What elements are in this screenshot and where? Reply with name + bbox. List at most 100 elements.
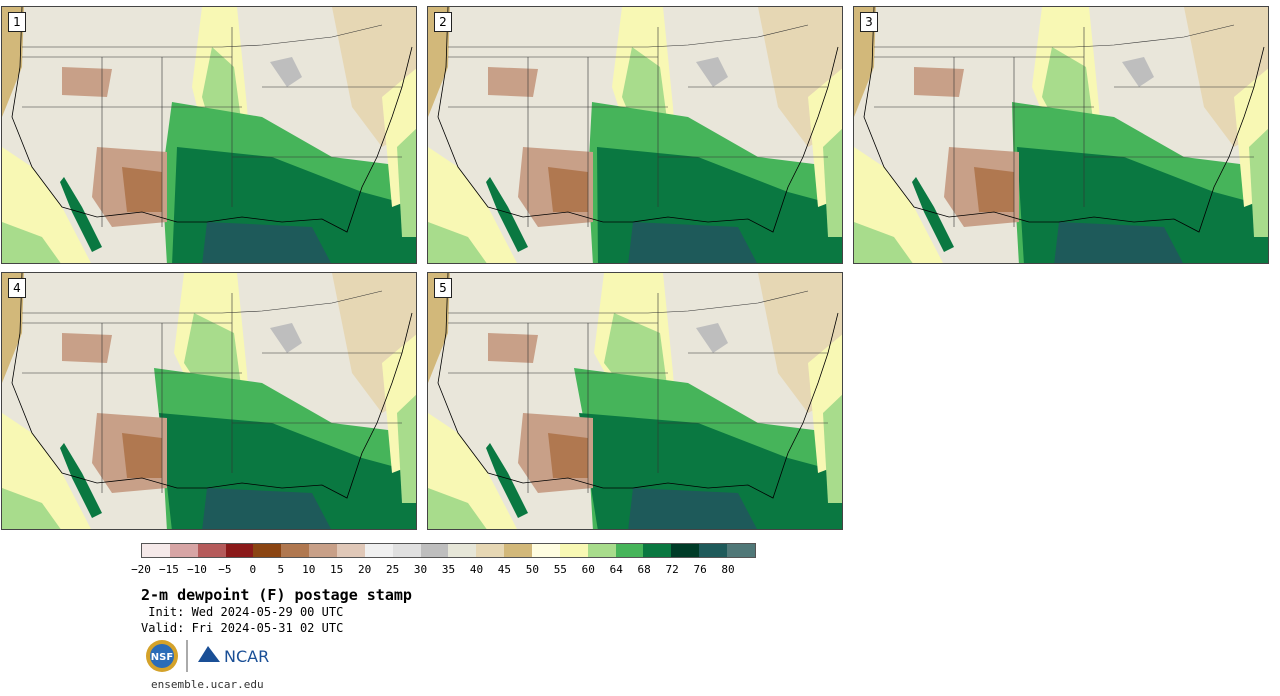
colorbar-tick: 40 — [469, 563, 484, 576]
colorbar-segment — [504, 544, 533, 557]
panel-number-label: 1 — [8, 12, 26, 32]
gulf-of-mexico — [1054, 222, 1183, 263]
colorbar-segment — [476, 544, 505, 557]
great-basin-dry-area — [62, 67, 112, 97]
pacific-coast-area — [428, 488, 487, 529]
colorbar-tick: 45 — [497, 563, 512, 576]
colorbar-tick: 64 — [609, 563, 623, 576]
dewpoint-map — [428, 7, 842, 263]
great-lakes-area — [270, 57, 302, 87]
map-panel-1[interactable]: 1 — [1, 6, 417, 264]
baja-moist-area — [60, 443, 102, 518]
logo-graphic: NSF NCAR — [146, 640, 269, 672]
colorbar-tick: 30 — [413, 563, 428, 576]
state-borders — [874, 24, 1254, 227]
northwest-tan-area — [2, 273, 24, 383]
colorbar-tick: 35 — [441, 563, 456, 576]
state-borders — [22, 24, 402, 227]
nsf-ncar-logos: NSF NCAR — [144, 638, 274, 674]
dewpoint-map — [2, 7, 416, 263]
great-basin-dry-area — [62, 333, 112, 363]
baja-moist-area — [486, 443, 528, 518]
southwest-drier-area — [974, 167, 1014, 212]
colorbar-tick: 50 — [525, 563, 539, 576]
site-url[interactable]: ensemble.ucar.edu — [151, 678, 264, 691]
pacific-coast-area — [428, 222, 487, 263]
pacific-coast-area — [854, 222, 913, 263]
map-panel-5[interactable]: 5 — [427, 272, 843, 530]
colorbar-tick: 0 — [249, 563, 257, 576]
colorbar-segment — [169, 544, 198, 557]
colorbar-segment — [309, 544, 338, 557]
colorbar-segment — [253, 544, 282, 557]
ncar-wordmark: NCAR — [224, 647, 269, 666]
pacific-coast-area — [2, 222, 61, 263]
colorbar-segment — [364, 544, 393, 557]
init-time: Init: Wed 2024-05-29 00 UTC — [141, 605, 344, 619]
great-basin-dry-area — [914, 67, 964, 97]
colorbar-segment — [615, 544, 644, 557]
colorbar-tick: 20 — [358, 563, 372, 576]
colorbar-segment — [337, 544, 365, 557]
state-borders — [448, 290, 828, 493]
colorbar-segment — [699, 544, 728, 557]
ncar-mark-icon — [198, 646, 220, 662]
colorbar-tick: 5 — [277, 563, 285, 576]
great-lakes-area — [696, 323, 728, 353]
pacific-coast-area — [2, 488, 61, 529]
colorbar-segment — [448, 544, 477, 557]
gulf-of-mexico — [202, 222, 331, 263]
southwest-drier-area — [122, 167, 162, 212]
colorbar-tick: −5 — [218, 563, 232, 576]
colorbar-segment — [281, 544, 310, 557]
great-basin-dry-area — [488, 67, 538, 97]
colorbar-tick: −10 — [186, 563, 207, 576]
colorbar-segment — [142, 544, 170, 557]
colorbar-tick: 15 — [330, 563, 344, 576]
colorbar-tick: 76 — [693, 563, 707, 576]
colorbar-segment — [225, 544, 254, 557]
great-lakes-area — [270, 323, 302, 353]
northwest-tan-area — [428, 7, 450, 117]
atlantic-green — [397, 128, 416, 237]
southwest-drier-area — [122, 433, 162, 478]
coastline — [11, 273, 413, 499]
colorbar-tick: −20 — [131, 563, 151, 576]
dewpoint-map — [2, 273, 416, 529]
great-basin-dry-area — [488, 333, 538, 363]
southwest-drier-area — [548, 433, 588, 478]
dewpoint-map — [428, 273, 842, 529]
colorbar-segment — [671, 544, 700, 557]
colorbar-tick: 68 — [637, 563, 651, 576]
northwest-tan-area — [854, 7, 876, 117]
map-panel-4[interactable]: 4 — [1, 272, 417, 530]
southwest-drier-area — [548, 167, 588, 212]
coastline — [11, 7, 413, 233]
atlantic-green — [1249, 128, 1268, 237]
colorbar-segment — [643, 544, 672, 557]
colorbar-segment — [559, 544, 588, 557]
gulf-of-mexico — [628, 222, 757, 263]
baja-moist-area — [60, 177, 102, 252]
colorbar-tick: 55 — [553, 563, 567, 576]
northwest-tan-area — [2, 7, 24, 117]
coastline — [863, 7, 1265, 233]
map-panel-2[interactable]: 2 — [427, 6, 843, 264]
map-panel-3[interactable]: 3 — [853, 6, 1269, 264]
baja-moist-area — [912, 177, 954, 252]
colorbar-segment — [392, 544, 421, 557]
nsf-seal-text: NSF — [151, 652, 173, 663]
colorbar-segment — [197, 544, 226, 557]
panel-number-label: 5 — [434, 278, 452, 298]
colorbar-tick: −15 — [159, 563, 179, 576]
atlantic-green — [823, 394, 842, 503]
panel-number-label: 3 — [860, 12, 878, 32]
panel-number-label: 2 — [434, 12, 452, 32]
gulf-of-mexico — [202, 488, 331, 529]
panel-number-label: 4 — [8, 278, 26, 298]
colorbar-tick: 10 — [302, 563, 316, 576]
baja-moist-area — [486, 177, 528, 252]
gulf-of-mexico — [628, 488, 757, 529]
colorbar-segment — [532, 544, 560, 557]
atlantic-green — [397, 394, 416, 503]
